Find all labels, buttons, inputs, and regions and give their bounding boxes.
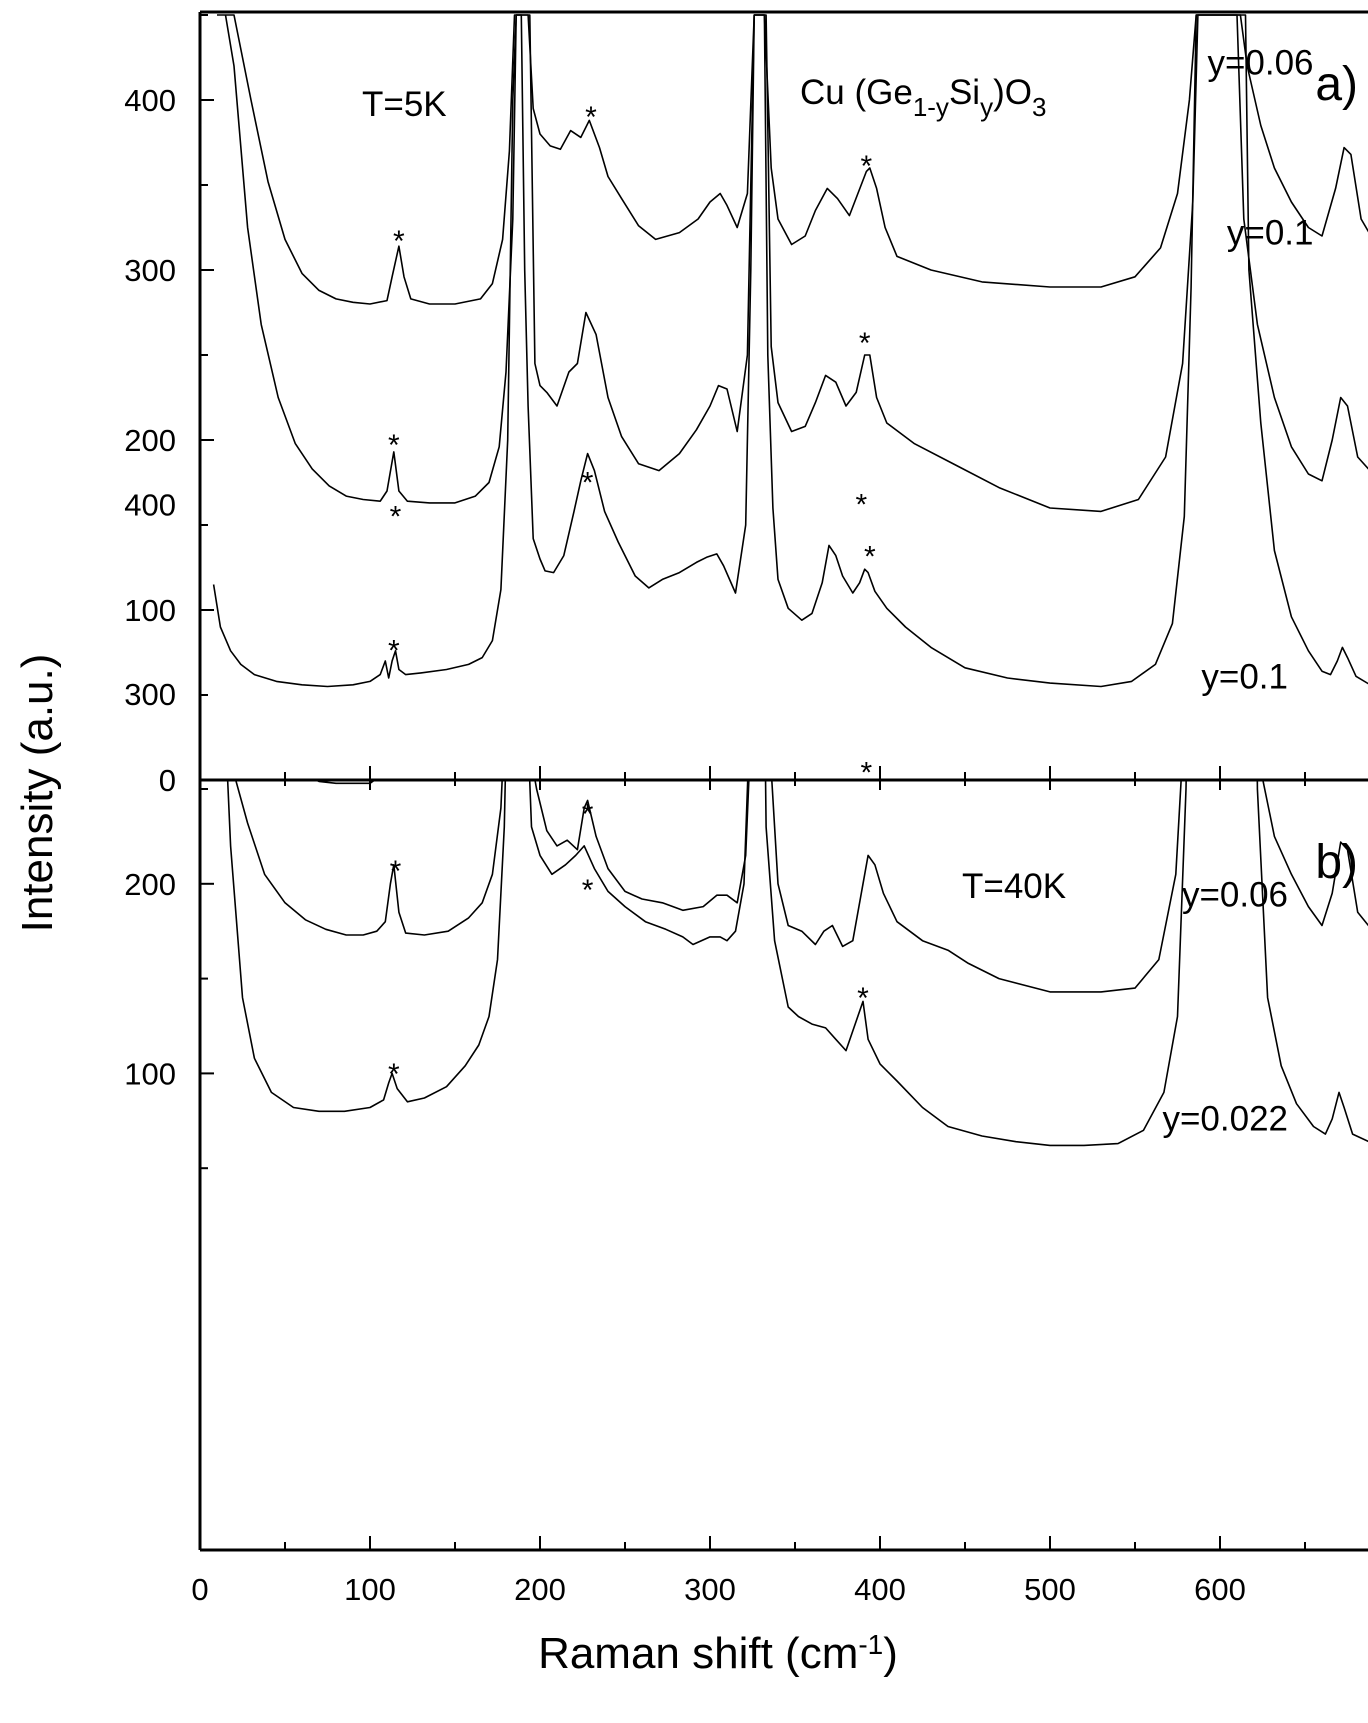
panel-b-series-label: y=0.022 [1162, 1099, 1288, 1138]
panel-a-peak-star: * [859, 327, 871, 360]
panel-a-y-tick-label: 0 [159, 763, 176, 798]
figure-labels: Intensity (a.u.) Raman shift (cm-1) [13, 654, 898, 1678]
panel-b-peak-star: * [388, 1058, 400, 1091]
panel-b-peak-star: * [857, 982, 869, 1015]
panel-b-y-tick-label: 200 [124, 867, 176, 902]
panel-a-peak-star: * [388, 635, 400, 668]
panel-a-peak-star: * [861, 150, 873, 183]
panel-a-peak-star: * [585, 101, 597, 134]
panel-a-chart: y=0.1y=0.06y=0.022*******0100200300400a)… [124, 10, 1368, 798]
panel-a-peak-star: * [388, 429, 400, 462]
panel-b-peak-star: * [390, 855, 402, 888]
panel-b-peak-star: * [861, 756, 873, 789]
panel-a-spectrum-y-0-1 [217, 14, 1368, 305]
panel-b-peak-star: * [390, 500, 402, 533]
compound-formula-part: )O [993, 73, 1032, 112]
panel-b-x-tick-label: 0 [191, 1572, 208, 1607]
panel-b-series-label: y=0.06 [1182, 876, 1288, 915]
panel-b-y-tick-label: 100 [124, 1056, 176, 1091]
panel-b-peak-star: * [864, 540, 876, 573]
panel-b-x-tick-label: 200 [514, 1572, 566, 1607]
panel-a-series-label: y=0.06 [1207, 44, 1313, 83]
panel-b-x-tick-label: 100 [344, 1572, 396, 1607]
compound-formula-part: 3 [1032, 92, 1046, 122]
panel-b-temperature-label: T=40K [962, 867, 1066, 906]
panel-b-peak-star: * [582, 798, 594, 831]
compound-formula-part: 1-y [913, 92, 949, 122]
panel-b-peak-star: * [582, 874, 594, 907]
panel-b-peak-star: * [582, 466, 594, 499]
panel-b-y-tick-label: 300 [124, 677, 176, 712]
panel-b-panel-label: b) [1315, 836, 1358, 889]
panel-b-x-tick-label: 300 [684, 1572, 736, 1607]
panel-a-y-tick-label: 100 [124, 593, 176, 628]
panel-b-y-tick-label: 400 [124, 488, 176, 523]
x-axis-title-close: ) [883, 1629, 898, 1678]
panel-a-y-tick-label: 200 [124, 423, 176, 458]
y-axis-title: Intensity (a.u.) [13, 654, 62, 933]
x-axis-title-main: Raman shift (cm [538, 1629, 858, 1678]
panel-b-spectrum-y-0-1 [313, 780, 377, 785]
panel-b-series-label: y=0.1 [1201, 658, 1288, 697]
compound-formula-part: Cu (Ge [800, 73, 913, 112]
panel-a-compound-formula: Cu (Ge1-ySiy)O3 [800, 73, 1046, 122]
panel-a-peak-star: * [855, 488, 867, 521]
panel-a-panel-label: a) [1315, 58, 1358, 111]
panel-b-x-tick-label: 600 [1194, 1572, 1246, 1607]
panel-a-y-tick-label: 300 [124, 253, 176, 288]
panel-b-spectrum-y-0-022 [226, 780, 1368, 1147]
compound-formula-part: Si [949, 73, 980, 112]
panel-a-peak-star: * [393, 225, 405, 258]
panel-a-spectrum-y-0-022 [212, 14, 1368, 688]
compound-formula-part: y [980, 92, 993, 122]
panel-a-y-tick-label: 400 [124, 83, 176, 118]
panel-b-x-tick-label: 500 [1024, 1572, 1076, 1607]
panel-a-spectrum-y-0-06 [224, 14, 1368, 513]
panel-b-spectrum-y-0-06 [234, 780, 1368, 993]
panel-a-series-label: y=0.1 [1227, 214, 1314, 253]
panel-b-x-tick-label: 400 [854, 1572, 906, 1607]
x-axis-title: Raman shift (cm-1) [538, 1629, 898, 1678]
panel-a-temperature-label: T=5K [362, 85, 447, 124]
panel-b-chart: y=0.1 y=0.06 y=0.022 * * * * * * * * * 100 200 300 400 0… [124, 466, 1368, 1607]
x-axis-title-unit-exponent: -1 [858, 1629, 883, 1660]
